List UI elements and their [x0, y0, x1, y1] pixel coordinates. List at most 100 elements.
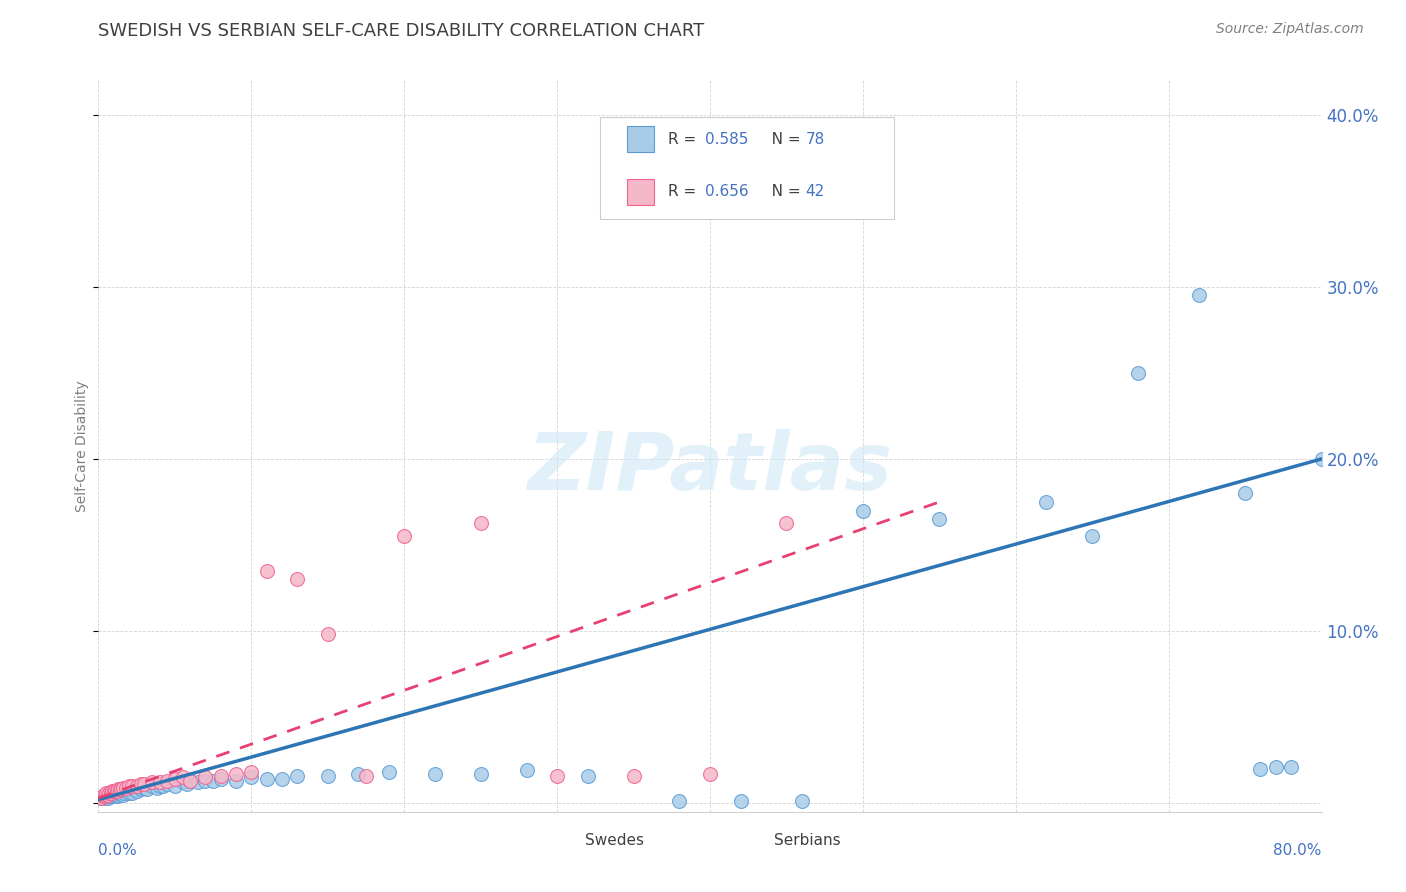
- Point: [118, 786, 141, 800]
- Text: 42: 42: [806, 185, 825, 199]
- Point: [121, 786, 143, 800]
- Point: [1035, 495, 1057, 509]
- Text: R =: R =: [668, 132, 702, 146]
- Point: [101, 789, 124, 804]
- Point: [149, 775, 172, 789]
- Point: [141, 779, 163, 793]
- Point: [172, 775, 194, 789]
- Point: [225, 773, 247, 788]
- Bar: [546, 830, 575, 852]
- Text: ZIPatlas: ZIPatlas: [527, 429, 893, 507]
- Text: SWEDISH VS SERBIAN SELF-CARE DISABILITY CORRELATION CHART: SWEDISH VS SERBIAN SELF-CARE DISABILITY …: [98, 22, 704, 40]
- Point: [97, 788, 120, 802]
- Point: [90, 791, 112, 805]
- Text: 80.0%: 80.0%: [1274, 843, 1322, 858]
- Point: [97, 791, 120, 805]
- Point: [134, 780, 156, 795]
- Point: [149, 779, 172, 793]
- Point: [225, 767, 247, 781]
- Point: [852, 503, 875, 517]
- Point: [668, 794, 690, 808]
- Point: [129, 777, 152, 791]
- Point: [122, 782, 145, 797]
- Point: [152, 779, 174, 793]
- Point: [730, 794, 752, 808]
- Point: [112, 786, 135, 800]
- Text: 0.0%: 0.0%: [98, 843, 138, 858]
- Text: 0.585: 0.585: [706, 132, 748, 146]
- Point: [94, 788, 117, 802]
- Point: [316, 768, 339, 782]
- Point: [176, 777, 198, 791]
- Bar: [627, 179, 654, 204]
- Point: [141, 775, 163, 789]
- Point: [378, 765, 401, 780]
- Point: [107, 786, 129, 800]
- Point: [108, 782, 131, 797]
- Point: [179, 773, 201, 788]
- Point: [115, 784, 138, 798]
- Point: [97, 786, 120, 800]
- Point: [101, 784, 124, 798]
- Point: [107, 788, 129, 802]
- Point: [256, 564, 278, 578]
- Point: [125, 779, 148, 793]
- Point: [110, 784, 132, 798]
- Point: [576, 768, 599, 782]
- Text: 78: 78: [806, 132, 825, 146]
- Point: [163, 772, 186, 786]
- Point: [100, 786, 122, 800]
- Point: [1279, 760, 1302, 774]
- Point: [699, 767, 721, 781]
- Point: [1310, 451, 1333, 466]
- Point: [209, 772, 232, 786]
- Text: R =: R =: [668, 185, 702, 199]
- Point: [187, 775, 209, 789]
- Point: [108, 786, 131, 800]
- Point: [256, 772, 278, 786]
- Point: [285, 768, 308, 782]
- Point: [121, 779, 143, 793]
- Text: 0.656: 0.656: [706, 185, 749, 199]
- Point: [1264, 760, 1286, 774]
- Point: [1081, 529, 1104, 543]
- Point: [209, 768, 232, 782]
- Point: [347, 767, 370, 781]
- Point: [91, 789, 114, 804]
- Point: [354, 768, 377, 782]
- Point: [1234, 486, 1257, 500]
- Point: [117, 784, 139, 798]
- Point: [93, 788, 115, 802]
- Point: [928, 512, 950, 526]
- Text: Swedes: Swedes: [585, 833, 644, 848]
- Point: [470, 767, 492, 781]
- Point: [194, 773, 217, 788]
- Point: [202, 773, 225, 788]
- Point: [423, 767, 446, 781]
- Point: [111, 780, 134, 795]
- Point: [128, 780, 150, 795]
- Point: [98, 788, 121, 802]
- Point: [392, 529, 416, 543]
- Point: [100, 788, 122, 802]
- Point: [98, 789, 121, 804]
- Point: [104, 784, 127, 798]
- Point: [103, 788, 125, 802]
- Point: [103, 784, 125, 798]
- Point: [105, 784, 128, 798]
- Point: [110, 786, 132, 800]
- Text: Serbians: Serbians: [773, 833, 841, 848]
- Point: [94, 788, 117, 802]
- FancyBboxPatch shape: [600, 117, 893, 219]
- Point: [156, 777, 179, 791]
- Point: [94, 786, 117, 800]
- Point: [285, 573, 308, 587]
- Point: [104, 786, 127, 800]
- Point: [1249, 762, 1271, 776]
- Point: [104, 788, 127, 802]
- Point: [240, 765, 263, 780]
- Point: [110, 782, 132, 797]
- Point: [156, 773, 179, 788]
- Point: [316, 627, 339, 641]
- Point: [129, 782, 152, 797]
